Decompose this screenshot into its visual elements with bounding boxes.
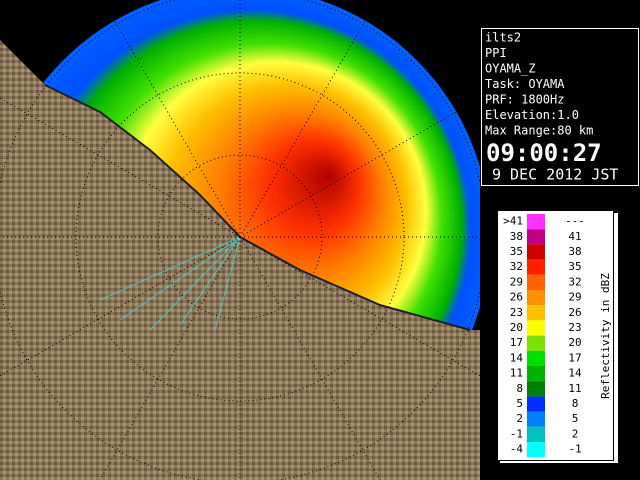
info-line: ilts2 [485,31,521,45]
legend-swatch [527,381,545,397]
radar-map [0,0,500,480]
legend: >41 --- 38 41 35 38 32 35 29 32 26 29 23 26 20 23 17 20 14… [503,214,612,458]
info-line: Elevation:1.0 [485,108,579,122]
range-rings [0,0,500,480]
legend-title: Reflectivity in dBZ [599,273,612,399]
legend-swatch [527,350,545,366]
time: 09:00:27 [486,139,602,167]
legend-swatch [527,259,545,275]
legend-high: 8 [572,397,579,410]
legend-high: 5 [572,412,579,425]
info-line: Task: OYAMA [485,77,565,91]
legend-high: --- [565,215,585,228]
legend-swatch [527,320,545,336]
legend-swatch [527,335,545,351]
legend-swatch [527,305,545,321]
info-line: Max Range:80 km [485,124,593,138]
legend-high: 26 [568,306,581,319]
legend-low: -4 [510,443,524,456]
legend-box [497,210,614,461]
legend-high: 11 [568,382,581,395]
legend-swatch [527,426,545,442]
legend-low: 29 [510,275,523,288]
legend-low: 35 [510,245,523,258]
coastline [44,84,471,331]
legend-high: 14 [568,367,582,380]
legend-low: 26 [510,291,523,304]
legend-swatch [527,411,545,427]
legend-high: 35 [568,260,581,273]
info-line: PRF: 1800Hz [485,93,564,107]
legend-swatch [527,244,545,260]
legend-low: >41 [503,215,523,228]
legend-swatch [527,290,545,306]
date: 9 DEC 2012 JST [492,166,618,184]
legend-swatch [527,442,545,458]
legend-high: 29 [568,291,581,304]
legend-high: 38 [568,245,581,258]
legend-low: 11 [510,367,523,380]
legend-high: 23 [568,321,581,334]
legend-swatch [527,214,545,230]
legend-high: 20 [568,336,581,349]
info-line: OYAMA_Z [485,62,536,76]
legend-low: 23 [510,306,523,319]
legend-high: 32 [568,275,581,288]
info-line: PPI [485,46,507,60]
legend-swatch [527,366,545,382]
legend-low: 17 [510,336,523,349]
legend-low: -1 [510,427,523,440]
legend-swatch [527,274,545,290]
legend-high: -1 [568,443,581,456]
legend-low: 38 [510,230,523,243]
legend-high: 41 [568,230,581,243]
legend-low: 14 [510,351,524,364]
legend-swatch [527,396,545,412]
legend-low: 8 [516,382,523,395]
legend-high: 17 [568,351,581,364]
legend-low: 5 [516,397,523,410]
legend-low: 2 [516,412,523,425]
clutter-rays [99,236,241,331]
legend-low: 32 [510,260,523,273]
legend-swatch [527,229,545,245]
info-box [481,28,639,186]
legend-high: 2 [572,427,579,440]
legend-low: 20 [510,321,523,334]
